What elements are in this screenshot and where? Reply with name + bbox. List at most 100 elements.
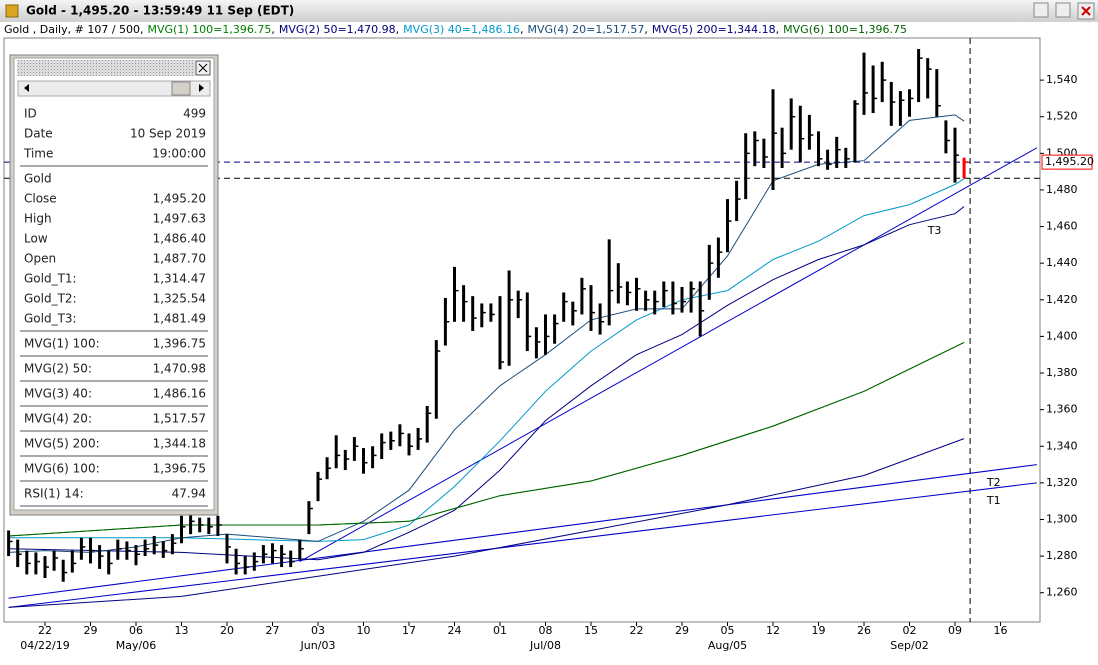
panel-label: Date — [24, 127, 53, 141]
legend-entry: MVG(4) 20=1,517.57 — [528, 23, 645, 36]
panel-grip[interactable] — [17, 60, 195, 76]
y-tick-label: 1,260 — [1046, 586, 1078, 599]
window-title: Gold - 1,495.20 - 13:59:49 11 Sep (EDT) — [26, 4, 294, 18]
panel-label: MVG(2) 50: — [24, 362, 92, 376]
moving-average — [8, 178, 965, 542]
x-tick-label: 09 — [948, 624, 962, 637]
y-tick-label: 1,420 — [1046, 293, 1078, 306]
legend-entry: MVG(6) 100=1,396.75 — [783, 23, 907, 36]
panel-value: 1,470.98 — [153, 362, 206, 376]
panel-label: Gold_T1: — [24, 272, 77, 286]
app-icon — [5, 4, 19, 18]
x-tick-label: 26 — [857, 624, 871, 637]
panel-value: 1,517.57 — [153, 412, 206, 426]
x-tick-label: 24 — [448, 624, 462, 637]
legend-bar — [0, 22, 1098, 38]
legend-entry: MVG(5) 200=1,344.18 — [652, 23, 776, 36]
legend-entry: MVG(3) 40=1,486.16 — [403, 23, 520, 36]
window-buttons[interactable] — [1033, 2, 1095, 20]
x-tick-label: 15 — [584, 624, 598, 637]
panel-label: Gold_T2: — [24, 292, 77, 306]
x-tick-label: 22 — [38, 624, 52, 637]
x-tick-label: 06 — [129, 624, 143, 637]
x-tick-label: 01 — [493, 624, 507, 637]
close-glyph — [1081, 6, 1091, 16]
legend-separator: , — [520, 23, 524, 36]
panel-label: MVG(3) 40: — [24, 387, 92, 401]
panel-value: 1,344.18 — [153, 437, 206, 451]
x-tick-label: 13 — [175, 624, 189, 637]
x-tick-label: 03 — [311, 624, 325, 637]
panel-label: Low — [24, 232, 48, 246]
trendline-label: T3 — [927, 224, 942, 237]
panel-label: MVG(1) 100: — [24, 337, 100, 351]
panel-scrollbar[interactable] — [17, 80, 211, 97]
x-tick-label: 02 — [903, 624, 917, 637]
y-tick-label: 1,440 — [1046, 256, 1078, 269]
panel-value: 1,314.47 — [153, 272, 206, 286]
panel-value: 499 — [183, 107, 206, 121]
plot — [4, 38, 1040, 622]
legend-separator: , — [776, 23, 780, 36]
x-sublabel: May/06 — [116, 639, 156, 652]
x-tick-label: 20 — [220, 624, 234, 637]
x-sublabel: 04/22/19 — [20, 639, 69, 652]
panel-header: Gold — [24, 172, 52, 186]
info-panel[interactable]: ID 499 Date 10 Sep 2019 Time 19:00:00 Gold Clos… — [9, 54, 219, 516]
moving-average — [8, 438, 965, 608]
legend-entry: MVG(1) 100=1,396.75 — [148, 23, 272, 36]
legend-separator: , — [396, 23, 400, 36]
axes: 1,260 1,280 1,300 1,320 1,340 1,360 1,380 1,400… — [20, 73, 1094, 652]
panel-value: 1,481.49 — [153, 312, 206, 326]
trendline — [8, 464, 1037, 599]
y-tick-label: 1,300 — [1046, 512, 1078, 525]
panel-body — [13, 57, 215, 511]
legend-prefix: Gold , Daily, # 107 / 500, — [4, 23, 144, 36]
trendline-label: T1 — [986, 494, 1001, 507]
panel-value: 1,497.63 — [153, 212, 206, 226]
y-tick-label: 1,360 — [1046, 403, 1078, 416]
x-tick-label: 08 — [539, 624, 553, 637]
x-sublabel: Sep/02 — [890, 639, 928, 652]
x-tick-label: 19 — [812, 624, 826, 637]
panel-value: 1,396.75 — [153, 337, 206, 351]
panel-value: 1,487.70 — [153, 252, 206, 266]
panel-value: 1,325.54 — [153, 292, 206, 306]
x-tick-label: 12 — [766, 624, 780, 637]
trendline — [299, 147, 1038, 563]
panel-label: MVG(4) 20: — [24, 412, 92, 426]
legend-entry: MVG(2) 50=1,470.98 — [279, 23, 396, 36]
moving-average — [8, 341, 965, 537]
x-tick-label: 29 — [84, 624, 98, 637]
y-tick-label: 1,460 — [1046, 220, 1078, 233]
panel-value: 1,486.16 — [153, 387, 206, 401]
panel-value: 1,486.40 — [153, 232, 206, 246]
y-tick-label: 1,400 — [1046, 329, 1078, 342]
x-tick-label: 17 — [402, 624, 416, 637]
scroll-thumb[interactable] — [171, 81, 191, 96]
x-tick-label: 05 — [721, 624, 735, 637]
panel-value: 19:00:00 — [152, 147, 206, 161]
legend: Gold , Daily, # 107 / 500, MVG(1) 100=1,3… — [4, 23, 907, 36]
x-tick-label: 27 — [266, 624, 280, 637]
panel-value: 47.94 — [172, 487, 206, 501]
restore-button[interactable] — [1055, 2, 1071, 18]
panel-label: RSI(1) 14: — [24, 487, 84, 501]
panel-label: High — [24, 212, 52, 226]
x-sublabel: Aug/05 — [708, 639, 747, 652]
y-tick-label: 1,340 — [1046, 439, 1078, 452]
panel-close-glyph — [198, 63, 208, 73]
y-tick-label: 1,520 — [1046, 110, 1078, 123]
legend-separator: , — [644, 23, 648, 36]
minimize-button[interactable] — [1033, 2, 1049, 18]
trendline — [8, 482, 1037, 608]
y-tick-label: 1,280 — [1046, 549, 1078, 562]
title-bar — [0, 0, 1098, 22]
y-tick-label: 1,320 — [1046, 476, 1078, 489]
x-sublabel: Jul/08 — [529, 639, 561, 652]
x-sublabel: Jun/03 — [300, 639, 336, 652]
legend-separator: , — [271, 23, 275, 36]
x-tick-label: 29 — [675, 624, 689, 637]
trendline-label: T2 — [986, 476, 1001, 489]
